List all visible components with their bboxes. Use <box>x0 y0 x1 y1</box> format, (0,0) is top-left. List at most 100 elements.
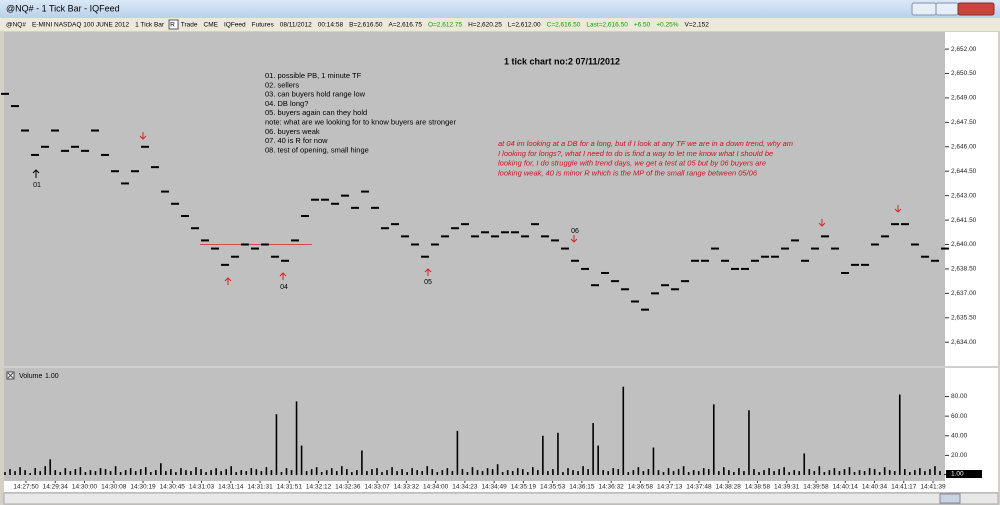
price-tick <box>571 259 579 262</box>
price-tick <box>201 239 209 242</box>
x-tick-label: 14:31:51 <box>277 484 303 491</box>
volume-bar <box>547 471 549 475</box>
price-tick <box>881 235 889 238</box>
maximize-button[interactable] <box>935 2 959 16</box>
note-line: note: what are we looking for to know bu… <box>265 117 456 126</box>
toolbar-item: Trade <box>181 22 198 29</box>
price-tick <box>91 129 99 132</box>
volume-bar <box>486 468 489 475</box>
scroll-thumb[interactable] <box>939 493 961 504</box>
volume-bar <box>44 466 47 475</box>
volume-bar <box>466 472 469 475</box>
volume-bar <box>149 472 152 475</box>
volume-bar <box>250 468 253 475</box>
toolbar-item: R <box>170 22 175 29</box>
x-tick-label: 14:40:34 <box>862 484 888 491</box>
volume-bar <box>903 469 906 475</box>
volume-bar <box>200 469 202 475</box>
volume-bar <box>205 472 207 475</box>
price-tick <box>431 243 439 246</box>
volume-bar <box>577 471 579 475</box>
volume-bar <box>426 466 429 475</box>
y-tick-label: 2,640.00 <box>951 241 977 248</box>
price-tick <box>491 235 499 238</box>
x-tick-label: 14:30:00 <box>72 484 98 491</box>
volume-bar <box>361 450 363 475</box>
price-tick <box>661 284 669 287</box>
y-tick-label: 2,652.00 <box>951 46 977 53</box>
volume-bar <box>873 469 876 475</box>
volume-bar <box>532 467 534 475</box>
volume-bar <box>607 471 610 475</box>
volume-bar <box>793 470 795 475</box>
marker-label: 05 <box>424 279 432 286</box>
price-tick <box>211 247 219 250</box>
volume-bar <box>878 472 881 475</box>
volume-bar <box>109 471 112 475</box>
volume-bar <box>501 472 504 475</box>
close-button[interactable] <box>957 2 995 16</box>
scrollbar[interactable] <box>3 492 999 505</box>
price-tick <box>301 214 309 217</box>
toolbar-item: C=2,616.50 <box>547 22 581 29</box>
volume-bar <box>69 471 72 475</box>
volume-bar <box>416 470 418 475</box>
price-tick <box>631 300 639 303</box>
volume-panel <box>4 368 945 481</box>
price-tick <box>561 247 569 250</box>
volume-bar <box>496 464 499 475</box>
annotation-line: looking for, I do struggle with trend da… <box>498 159 766 168</box>
volume-bar <box>245 471 248 475</box>
volume-bar <box>195 467 197 475</box>
x-tick-label: 14:31:31 <box>247 484 273 491</box>
volume-bar <box>813 471 816 475</box>
volume-bar <box>707 469 710 475</box>
volume-bar <box>592 423 594 475</box>
note-line: 02. sellers <box>265 80 299 89</box>
volume-bar <box>858 470 861 475</box>
x-tick-label: 14:33:07 <box>364 484 390 491</box>
volume-bar <box>743 471 745 475</box>
price-tick <box>941 247 949 250</box>
volume-bar <box>511 471 514 475</box>
toolbar-item: V=2,152 <box>685 22 710 29</box>
time-axis <box>4 481 998 492</box>
x-tick-label: 14:30:19 <box>130 484 156 491</box>
volume-bar <box>346 469 348 475</box>
price-tick <box>441 235 449 238</box>
price-tick <box>51 129 59 132</box>
y-tick-label: 60.00 <box>951 413 968 420</box>
window-title: @NQ# - 1 Tick Bar - IQFeed <box>6 3 120 13</box>
volume-bar <box>401 469 403 475</box>
price-tick <box>821 235 829 238</box>
volume-bar <box>647 469 650 475</box>
volume-bar <box>220 471 222 475</box>
price-tick <box>751 259 759 262</box>
price-tick <box>861 263 869 266</box>
toolbar-item: B=2,616.50 <box>349 22 383 29</box>
volume-bar <box>285 468 288 475</box>
price-tick <box>871 243 879 246</box>
volume-bar <box>863 471 866 475</box>
x-tick-label: 14:34:23 <box>452 484 478 491</box>
minimize-button[interactable] <box>911 2 937 16</box>
volume-bar <box>667 468 670 475</box>
volume-bar <box>295 401 298 475</box>
price-tick <box>391 223 399 226</box>
volume-bar <box>562 472 564 475</box>
volume-bar <box>833 468 836 475</box>
price-tick <box>451 227 459 230</box>
volume-bar <box>104 469 107 475</box>
volume-bar <box>356 470 358 475</box>
toolbar-item: CME <box>204 22 219 29</box>
x-tick-label: 14:35:19 <box>511 484 537 491</box>
price-tick <box>531 223 539 226</box>
toolbar-item: 08/11/2012 <box>280 22 312 29</box>
volume-bar <box>421 471 424 475</box>
price-tick <box>911 243 919 246</box>
price-tick <box>141 145 149 148</box>
arrow <box>424 268 432 276</box>
volume-bar <box>657 470 660 475</box>
volume-bar <box>84 472 87 475</box>
